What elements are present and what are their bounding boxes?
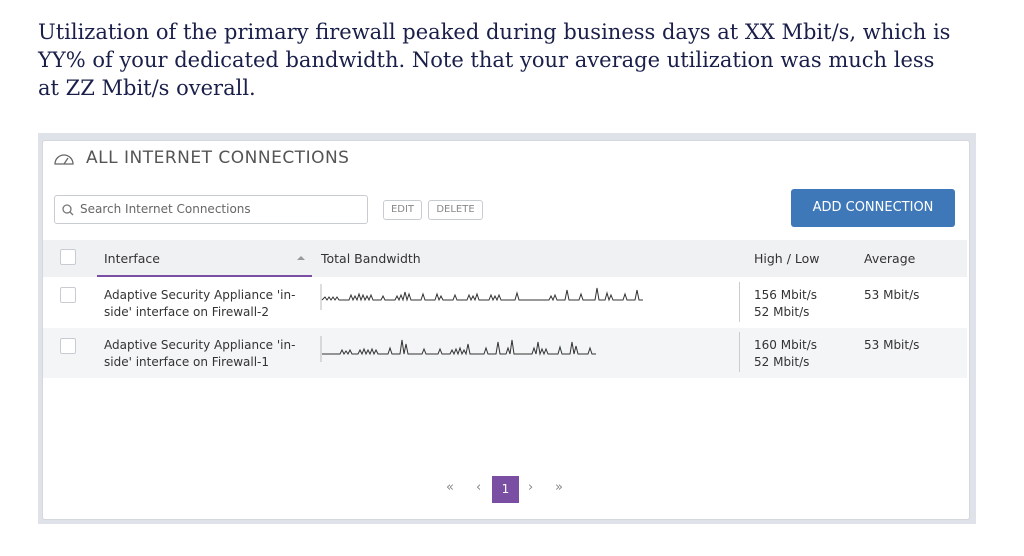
search-icon bbox=[62, 204, 74, 216]
average-cell: 53 Mbit/s bbox=[864, 338, 920, 352]
current-page[interactable]: 1 bbox=[492, 476, 519, 503]
interface-cell: Adaptive Security Appliance 'in-side' in… bbox=[104, 338, 296, 369]
paragraph-line: Utilization of the primary firewall peak… bbox=[38, 20, 951, 44]
search-box[interactable]: Search Internet Connections bbox=[54, 195, 368, 224]
checkbox[interactable] bbox=[60, 287, 76, 303]
first-page[interactable]: « bbox=[446, 480, 454, 495]
search-placeholder: Search Internet Connections bbox=[80, 202, 251, 216]
column-header: Total Bandwidth bbox=[321, 251, 421, 266]
column-header: Average bbox=[864, 251, 916, 266]
checkbox[interactable] bbox=[60, 249, 76, 265]
low-cell: 52 Mbit/s bbox=[754, 355, 810, 369]
table-row-bg bbox=[43, 328, 967, 378]
paragraph: Utilization of the primary firewall peak… bbox=[38, 18, 951, 102]
panel-title: ALL INTERNET CONNECTIONS bbox=[86, 148, 350, 168]
high-cell: 156 Mbit/s bbox=[754, 288, 818, 302]
gauge-icon bbox=[54, 154, 74, 165]
edit-button[interactable]: EDIT bbox=[383, 200, 422, 220]
paragraph-line: YY% of your dedicated bandwidth. Note th… bbox=[38, 48, 935, 72]
last-page[interactable]: » bbox=[555, 480, 563, 495]
checkbox[interactable] bbox=[60, 338, 76, 354]
average-cell: 53 Mbit/s bbox=[864, 288, 920, 302]
add-connection-button[interactable]: ADD CONNECTION bbox=[791, 189, 955, 227]
divider bbox=[739, 332, 740, 372]
previous-page[interactable]: ‹ bbox=[476, 480, 482, 495]
column-header: High / Low bbox=[754, 251, 820, 266]
sort-arrow bbox=[297, 256, 305, 260]
divider bbox=[739, 282, 740, 322]
column-header[interactable]: Interface bbox=[104, 251, 160, 266]
low-cell: 52 Mbit/s bbox=[754, 305, 810, 319]
paragraph-line: at ZZ Mbit/s overall. bbox=[38, 76, 256, 100]
sort-underline bbox=[97, 275, 312, 277]
interface-cell: Adaptive Security Appliance 'in-side' in… bbox=[104, 288, 296, 319]
bandwidth-sparkline bbox=[320, 284, 643, 310]
bandwidth-sparkline bbox=[320, 336, 596, 362]
table-header bbox=[43, 240, 967, 277]
next-page[interactable]: › bbox=[528, 480, 534, 495]
delete-button[interactable]: DELETE bbox=[428, 200, 483, 220]
high-cell: 160 Mbit/s bbox=[754, 338, 818, 352]
